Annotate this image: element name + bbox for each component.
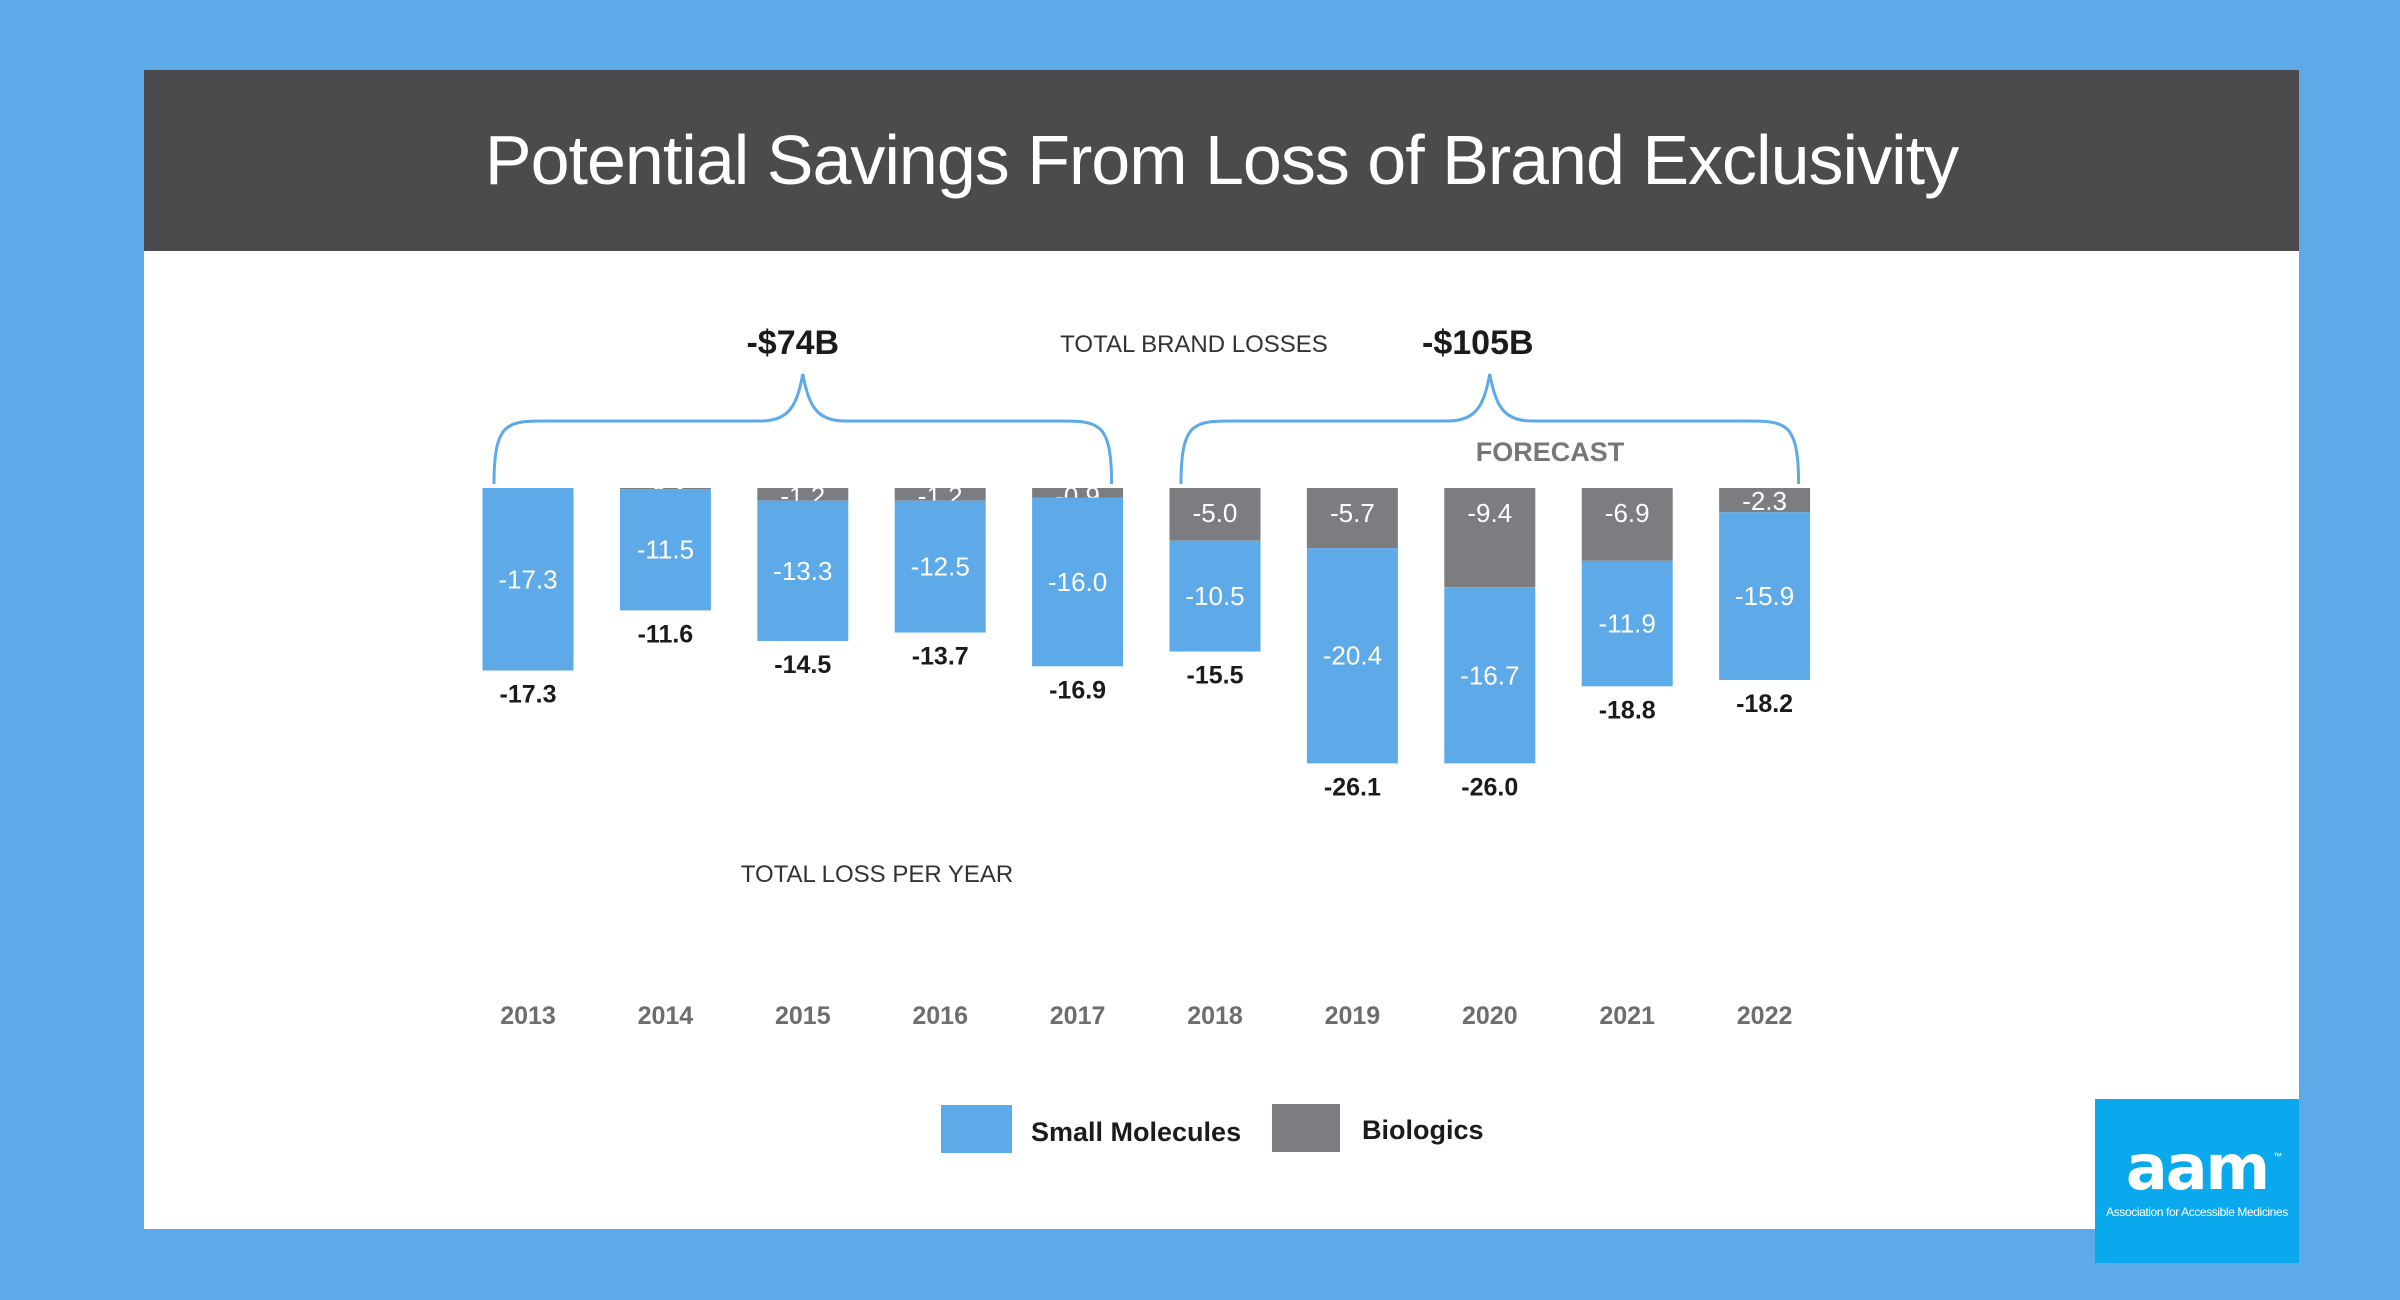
total-label-2019: -26.1 xyxy=(1324,773,1381,801)
label-biologics-2018: -5.0 xyxy=(1193,498,1238,528)
legend-swatch-small-molecules xyxy=(941,1105,1012,1153)
year-label-2020: 2020 xyxy=(1462,1002,1518,1030)
bar-biologics-2016 xyxy=(894,488,986,501)
bar-small-molecules-2015 xyxy=(757,500,849,641)
total-label-2020: -26.0 xyxy=(1461,773,1518,801)
year-label-2015: 2015 xyxy=(775,1002,831,1030)
year-label-2013: 2013 xyxy=(500,1002,556,1030)
bar-small-molecules-2018 xyxy=(1169,540,1261,652)
logo-wordmark: aam xyxy=(2125,1131,2270,1204)
label-biologics-2021: -6.9 xyxy=(1605,498,1650,528)
label-small-molecules-2019: -20.4 xyxy=(1323,641,1382,671)
year-label-2016: 2016 xyxy=(912,1002,968,1030)
label-small-molecules-2021: -11.9 xyxy=(1599,609,1656,639)
bar-small-molecules-2022 xyxy=(1719,512,1811,681)
bar-biologics-2022 xyxy=(1719,488,1811,513)
bar-biologics-2019 xyxy=(1306,488,1398,549)
bar-small-molecules-2021 xyxy=(1581,560,1673,687)
label-small-molecules-2016: -12.5 xyxy=(911,552,970,582)
bar-biologics-2020 xyxy=(1444,488,1536,588)
group-total-2013-2017: -$74B xyxy=(746,324,839,362)
aam-logo: aam ™ Association for Accessible Medicin… xyxy=(2095,1099,2299,1263)
total-loss-per-year-label: TOTAL LOSS PER YEAR xyxy=(741,861,1014,888)
label-small-molecules-2013: -17.3 xyxy=(498,564,557,594)
bracket-2018-2022 xyxy=(1179,373,1801,485)
label-biologics-2019: -5.7 xyxy=(1330,498,1375,528)
bar-small-molecules-2016 xyxy=(894,500,986,633)
bracket-2013-2017 xyxy=(492,373,1114,485)
label-small-molecules-2020: -16.7 xyxy=(1460,660,1519,690)
slide-card: Potential Savings From Loss of Brand Exc… xyxy=(144,70,2299,1229)
label-small-molecules-2017: -16.0 xyxy=(1048,567,1107,597)
bar-small-molecules-2014 xyxy=(619,489,711,611)
total-brand-losses-label: TOTAL BRAND LOSSES xyxy=(1060,331,1328,358)
total-label-2013: -17.3 xyxy=(500,681,557,709)
bar-biologics-2017 xyxy=(1032,488,1124,498)
label-small-molecules-2015: -13.3 xyxy=(773,556,832,586)
title-bar: Potential Savings From Loss of Brand Exc… xyxy=(144,70,2299,251)
total-label-2017: -16.9 xyxy=(1049,676,1106,704)
year-label-2017: 2017 xyxy=(1050,1002,1106,1030)
legend-label-small-molecules: Small Molecules xyxy=(1031,1117,1241,1147)
label-small-molecules-2014: -11.5 xyxy=(637,535,694,565)
year-label-2014: 2014 xyxy=(638,1002,694,1030)
label-biologics-2022: -2.3 xyxy=(1742,486,1787,516)
label-small-molecules-2018: -10.5 xyxy=(1185,581,1244,611)
year-label-2019: 2019 xyxy=(1325,1002,1381,1030)
bar-biologics-2021 xyxy=(1581,488,1673,561)
year-label-2022: 2022 xyxy=(1737,1002,1793,1030)
label-small-molecules-2022: -15.9 xyxy=(1735,581,1794,611)
total-label-2018: -15.5 xyxy=(1187,662,1244,690)
total-label-2015: -14.5 xyxy=(774,651,831,679)
bar-small-molecules-2017 xyxy=(1032,497,1124,667)
total-label-2022: -18.2 xyxy=(1736,690,1793,718)
bar-small-molecules-2019 xyxy=(1306,548,1398,764)
total-label-2016: -13.7 xyxy=(912,643,969,671)
bar-biologics-2015 xyxy=(757,488,849,501)
bar-small-molecules-2020 xyxy=(1444,587,1536,764)
logo-trademark: ™ xyxy=(2273,1151,2282,1161)
total-label-2021: -18.8 xyxy=(1599,696,1656,724)
legend-label-biologics: Biologics xyxy=(1362,1115,1484,1145)
label-biologics-2020: -9.4 xyxy=(1467,498,1512,528)
bar-biologics-2014 xyxy=(619,488,711,490)
page-title: Potential Savings From Loss of Brand Exc… xyxy=(484,121,1959,199)
stacked-bar-chart: -17.3-17.32013-0.1-11.5-11.62014-1.2-13.… xyxy=(482,324,1811,1153)
bar-biologics-2018 xyxy=(1169,488,1261,541)
logo-subtitle: Association for Accessible Medicines xyxy=(2106,1205,2288,1219)
year-label-2018: 2018 xyxy=(1187,1002,1243,1030)
year-label-2021: 2021 xyxy=(1599,1002,1655,1030)
legend-swatch-biologics xyxy=(1272,1104,1340,1152)
bar-small-molecules-2013 xyxy=(482,488,574,671)
group-total-2018-2022: -$105B xyxy=(1422,324,1534,362)
total-label-2014: -11.6 xyxy=(638,620,694,648)
forecast-label: FORECAST xyxy=(1476,437,1625,467)
